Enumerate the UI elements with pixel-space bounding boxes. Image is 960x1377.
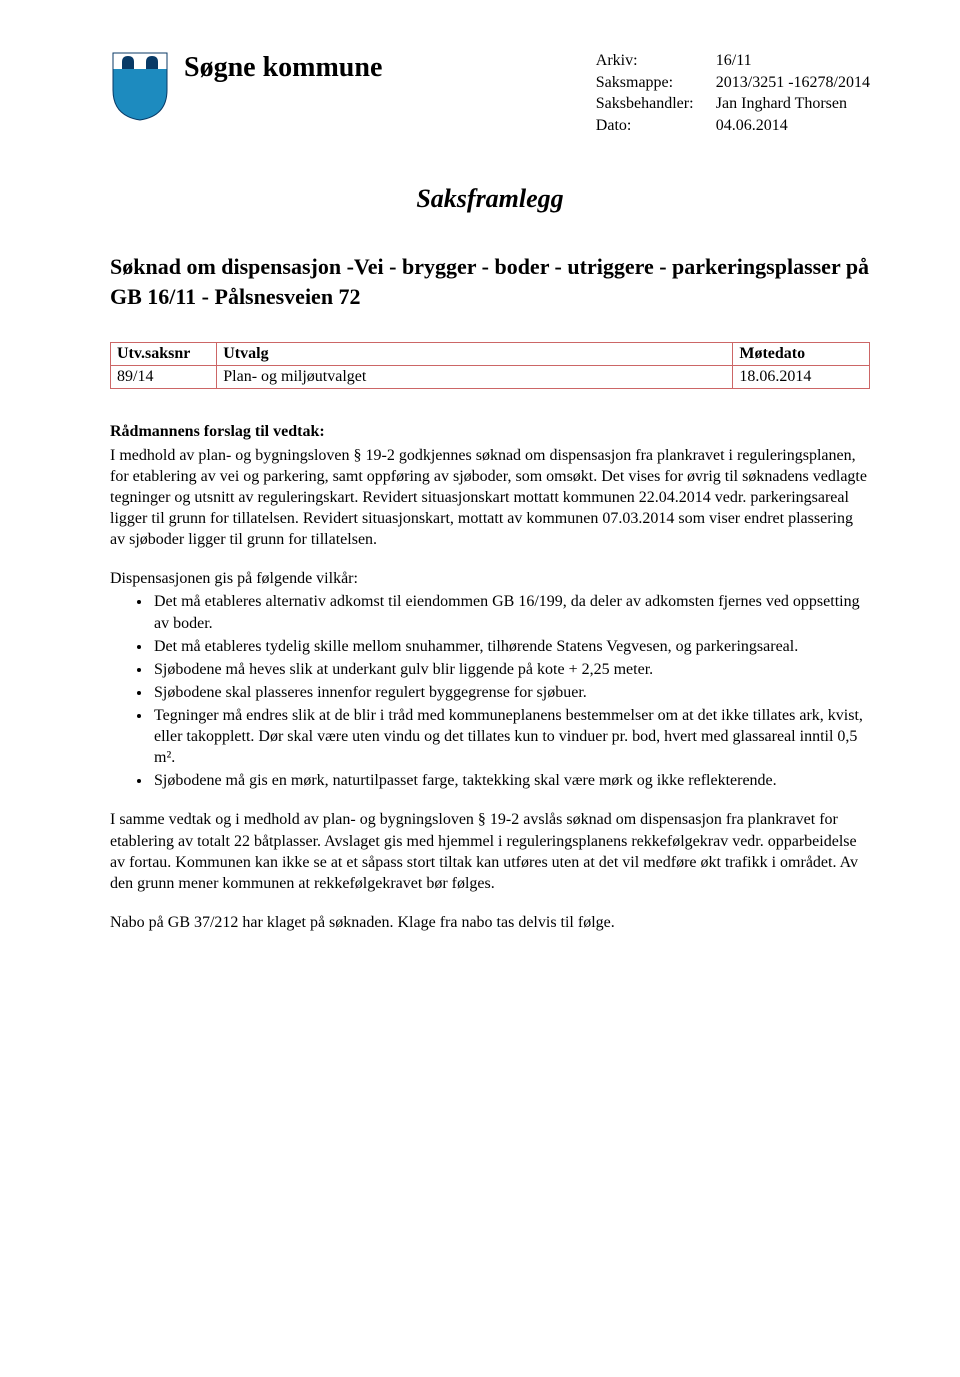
committee-table: Utv.saksnr Utvalg Møtedato 89/14 Plan- o… xyxy=(110,342,870,389)
case-meta: Arkiv: 16/11 Saksmappe: 2013/3251 -16278… xyxy=(596,50,870,136)
forslag-paragraph: I medhold av plan- og bygningsloven § 19… xyxy=(110,445,870,551)
meta-label: Arkiv: xyxy=(596,50,716,72)
list-item: Sjøbodene må gis en mørk, naturtilpasset… xyxy=(152,770,870,791)
list-item: Det må etableres alternativ adkomst til … xyxy=(152,591,870,633)
meta-row: Saksbehandler: Jan Inghard Thorsen xyxy=(596,93,870,115)
list-item: Sjøbodene skal plasseres innenfor regule… xyxy=(152,682,870,703)
document-title: Søknad om dispensasjon -Vei - brygger - … xyxy=(110,252,870,311)
th-motedato: Møtedato xyxy=(733,342,870,365)
meta-value: Jan Inghard Thorsen xyxy=(716,93,847,115)
th-saksnr: Utv.saksnr xyxy=(111,342,217,365)
municipal-crest-icon xyxy=(110,50,170,127)
meta-value: 16/11 xyxy=(716,50,752,72)
list-item: Det må etableres tydelig skille mellom s… xyxy=(152,636,870,657)
meta-value: 2013/3251 -16278/2014 xyxy=(716,72,870,94)
list-item: Sjøbodene må heves slik at underkant gul… xyxy=(152,659,870,680)
org-name: Søgne kommune xyxy=(184,50,596,84)
meta-value: 04.06.2014 xyxy=(716,115,788,137)
nabo-paragraph: Nabo på GB 37/212 har klaget på søknaden… xyxy=(110,912,870,933)
td-utvalg: Plan- og miljøutvalget xyxy=(217,365,733,388)
meta-label: Saksmappe: xyxy=(596,72,716,94)
list-item: Tegninger må endres slik at de blir i tr… xyxy=(152,705,870,768)
table-row: 89/14 Plan- og miljøutvalget 18.06.2014 xyxy=(111,365,870,388)
saksframlegg-heading: Saksframlegg xyxy=(110,184,870,214)
table-header-row: Utv.saksnr Utvalg Møtedato xyxy=(111,342,870,365)
meta-row: Arkiv: 16/11 xyxy=(596,50,870,72)
vilkaar-list: Det må etableres alternativ adkomst til … xyxy=(110,591,870,791)
meta-label: Dato: xyxy=(596,115,716,137)
th-utvalg: Utvalg xyxy=(217,342,733,365)
td-saksnr: 89/14 xyxy=(111,365,217,388)
td-motedato: 18.06.2014 xyxy=(733,365,870,388)
header: Søgne kommune Arkiv: 16/11 Saksmappe: 20… xyxy=(110,50,870,136)
vilkaar-intro: Dispensasjonen gis på følgende vilkår: xyxy=(110,568,870,589)
avslag-paragraph: I samme vedtak og i medhold av plan- og … xyxy=(110,809,870,893)
document-page: Søgne kommune Arkiv: 16/11 Saksmappe: 20… xyxy=(0,0,960,983)
meta-row: Saksmappe: 2013/3251 -16278/2014 xyxy=(596,72,870,94)
forslag-heading: Rådmannens forslag til vedtak: xyxy=(110,423,870,441)
meta-row: Dato: 04.06.2014 xyxy=(596,115,870,137)
meta-label: Saksbehandler: xyxy=(596,93,716,115)
